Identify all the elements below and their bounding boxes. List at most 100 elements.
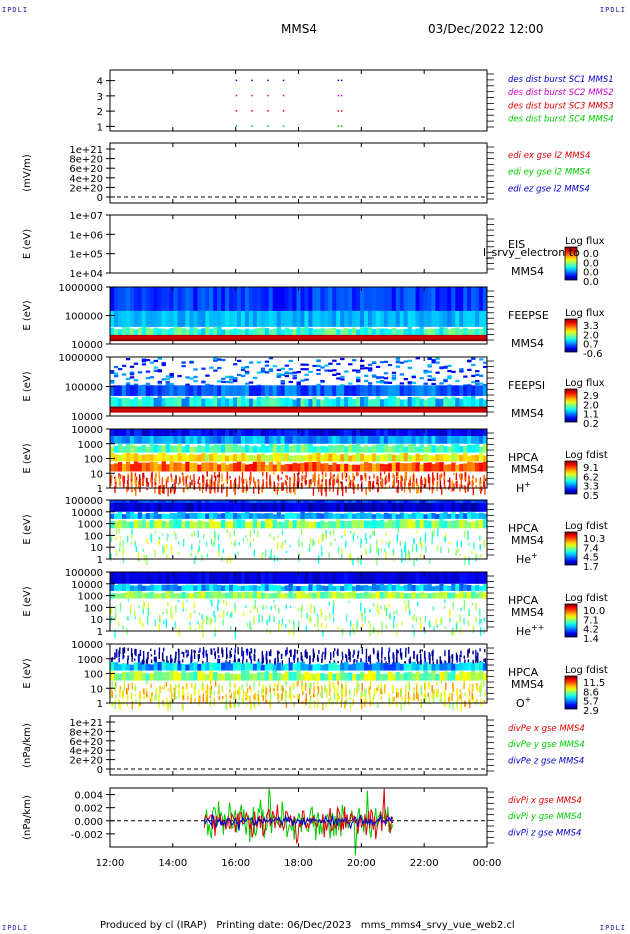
y-tick-label: 4e+20 [69, 174, 103, 185]
burst-dot [340, 79, 343, 82]
panel-hpca_he [106, 499, 578, 567]
burst-dot [340, 125, 343, 127]
y-tick-label: 1 [97, 555, 103, 566]
burst-dot [282, 110, 285, 112]
y-axis-label-hpca_o: E (eV) [22, 658, 33, 688]
colorbar-title-feepsi: Log flux [565, 378, 605, 389]
y-tick-label: 10 [90, 469, 103, 480]
overlay-text-eis: l_srvy_electron to [483, 246, 580, 259]
instrument-label-eis: EIS [508, 238, 525, 251]
y-tick-label: 1000 [78, 592, 103, 603]
burst-dot [251, 110, 253, 112]
y-tick-label: 100000 [65, 312, 103, 323]
y-tick-label: 2e+20 [69, 183, 103, 194]
colorbar-tick-label: 1.4 [583, 634, 599, 645]
colorbar-hpca_hepp [564, 603, 578, 638]
footer-printing-date: Printing date: 06/Dec/2023 [216, 920, 352, 931]
y-axis-label-hpca_hepp: E (eV) [22, 586, 33, 616]
burst-dot [282, 94, 285, 97]
y-axis-label-feepse: E (eV) [22, 300, 33, 330]
time-tick-label: 12:00 [96, 858, 125, 869]
heatmap-cells-feepsi [110, 357, 488, 412]
y-tick-label: 6e+20 [69, 164, 103, 175]
y-tick-label: 10000 [71, 508, 103, 519]
colorbar-feepse [564, 318, 578, 353]
y-tick-label: 1000 [78, 655, 103, 666]
burst-dot [251, 79, 253, 82]
panel-frame-burst [109, 69, 488, 132]
y-tick-label: 3 [97, 92, 103, 103]
legend-entry: divPi x gse MMS4 [508, 796, 582, 806]
y-tick-label: 100 [84, 455, 103, 466]
instrument-label-hpca_hepp: HPCA [508, 594, 539, 607]
colorbar-tick-label: 2.9 [583, 391, 599, 402]
colorbar-tick-label: 2.0 [583, 330, 599, 341]
colorbar-title-hpca_he: Log fdist [565, 521, 608, 532]
panel-hpca_o [106, 643, 578, 712]
panel-frame-divpe [109, 715, 488, 776]
divpi-series-2 [203, 814, 394, 831]
spacecraft-label-feepse: MMS4 [511, 337, 544, 350]
heatmap-cells-hpca_h [110, 429, 488, 497]
y-tick-label: 1000000 [58, 283, 103, 294]
colorbar-tick-label: 0.7 [583, 340, 599, 351]
y-tick-label: 6e+20 [69, 737, 103, 748]
colorbar-tick-label: 10.3 [583, 534, 605, 545]
species-label-hpca_o: O+ [516, 695, 531, 710]
burst-dot [337, 94, 340, 97]
colorbar-tick-label: 5.7 [583, 697, 599, 708]
colorbar-tick-label: 4.2 [583, 625, 599, 636]
spacecraft-label-hpca_hepp: MMS4 [511, 606, 544, 619]
legend-entry: edi ez gse l2 MMS4 [508, 184, 590, 194]
legend-entry: divPe x gse MMS4 [508, 724, 585, 734]
spacecraft-title: MMS4 [281, 22, 317, 36]
heatmap-cells-hpca_o [110, 647, 488, 712]
burst-dot [251, 125, 253, 127]
colorbar-tick-label: 0.5 [583, 491, 599, 502]
y-axis-label-edi: (mV/m) [22, 154, 33, 192]
spacecraft-label-hpca_h: MMS4 [511, 463, 544, 476]
corner-label-bottom-left: IPDLI [2, 924, 29, 932]
y-tick-label: 1 [97, 699, 103, 710]
colorbar-feepsi [564, 388, 578, 423]
colorbar-tick-label: 4.5 [583, 553, 599, 564]
burst-dot [235, 79, 238, 82]
panel-hpca_hepp [106, 571, 578, 639]
species-label-hpca_hepp: He++ [516, 623, 544, 638]
corner-label-bottom-right: IPDLI [599, 924, 626, 932]
colorbar-tick-label: 3.3 [583, 482, 599, 493]
y-tick-label: 1 [97, 484, 103, 495]
burst-dot [235, 110, 238, 112]
colorbar-eis [564, 246, 578, 281]
heatmap-cells-hpca_he [110, 500, 488, 567]
y-axis-label-divpi: (nPa/km) [22, 795, 33, 840]
y-tick-label: 100000 [65, 496, 103, 507]
y-tick-label: 10000 [71, 340, 103, 351]
colorbar-title-hpca_hepp: Log fdist [565, 593, 608, 604]
time-tick-label: 14:00 [158, 858, 187, 869]
corner-label-top-right: IPDLI [599, 6, 626, 14]
y-tick-label: 10000 [71, 640, 103, 651]
y-tick-label: 4 [97, 77, 103, 88]
colorbar-tick-label: 0.2 [583, 419, 599, 430]
y-tick-label: 10000 [71, 425, 103, 436]
instrument-label-hpca_h: HPCA [508, 451, 539, 464]
colorbar-tick-label: 2.9 [583, 706, 599, 717]
y-tick-label: 8e+20 [69, 727, 103, 738]
legend-entry: edi ey gse l2 MMS4 [508, 168, 590, 178]
y-tick-label: 0.004 [74, 791, 103, 802]
y-tick-label: 1e+06 [69, 230, 103, 241]
colorbar-tick-label: 1.7 [583, 562, 599, 573]
y-tick-label: 0.002 [74, 804, 103, 815]
legend-entry: des dist burst SC1 MMS1 [508, 75, 614, 85]
colorbar-tick-label: 10.0 [583, 606, 605, 617]
legend-entry: divPi z gse MMS4 [508, 829, 581, 839]
burst-dot [282, 79, 285, 82]
y-tick-label: 0.000 [74, 817, 103, 828]
y-axis-label-divpe: (nPa/km) [22, 723, 33, 768]
y-tick-label: 0 [97, 193, 103, 204]
y-tick-label: 1000 [78, 440, 103, 451]
y-tick-label: 1e+04 [69, 269, 103, 280]
legend-entry: des dist burst SC4 MMS4 [508, 115, 614, 125]
legend-entry: edi ex gse l2 MMS4 [508, 151, 590, 161]
